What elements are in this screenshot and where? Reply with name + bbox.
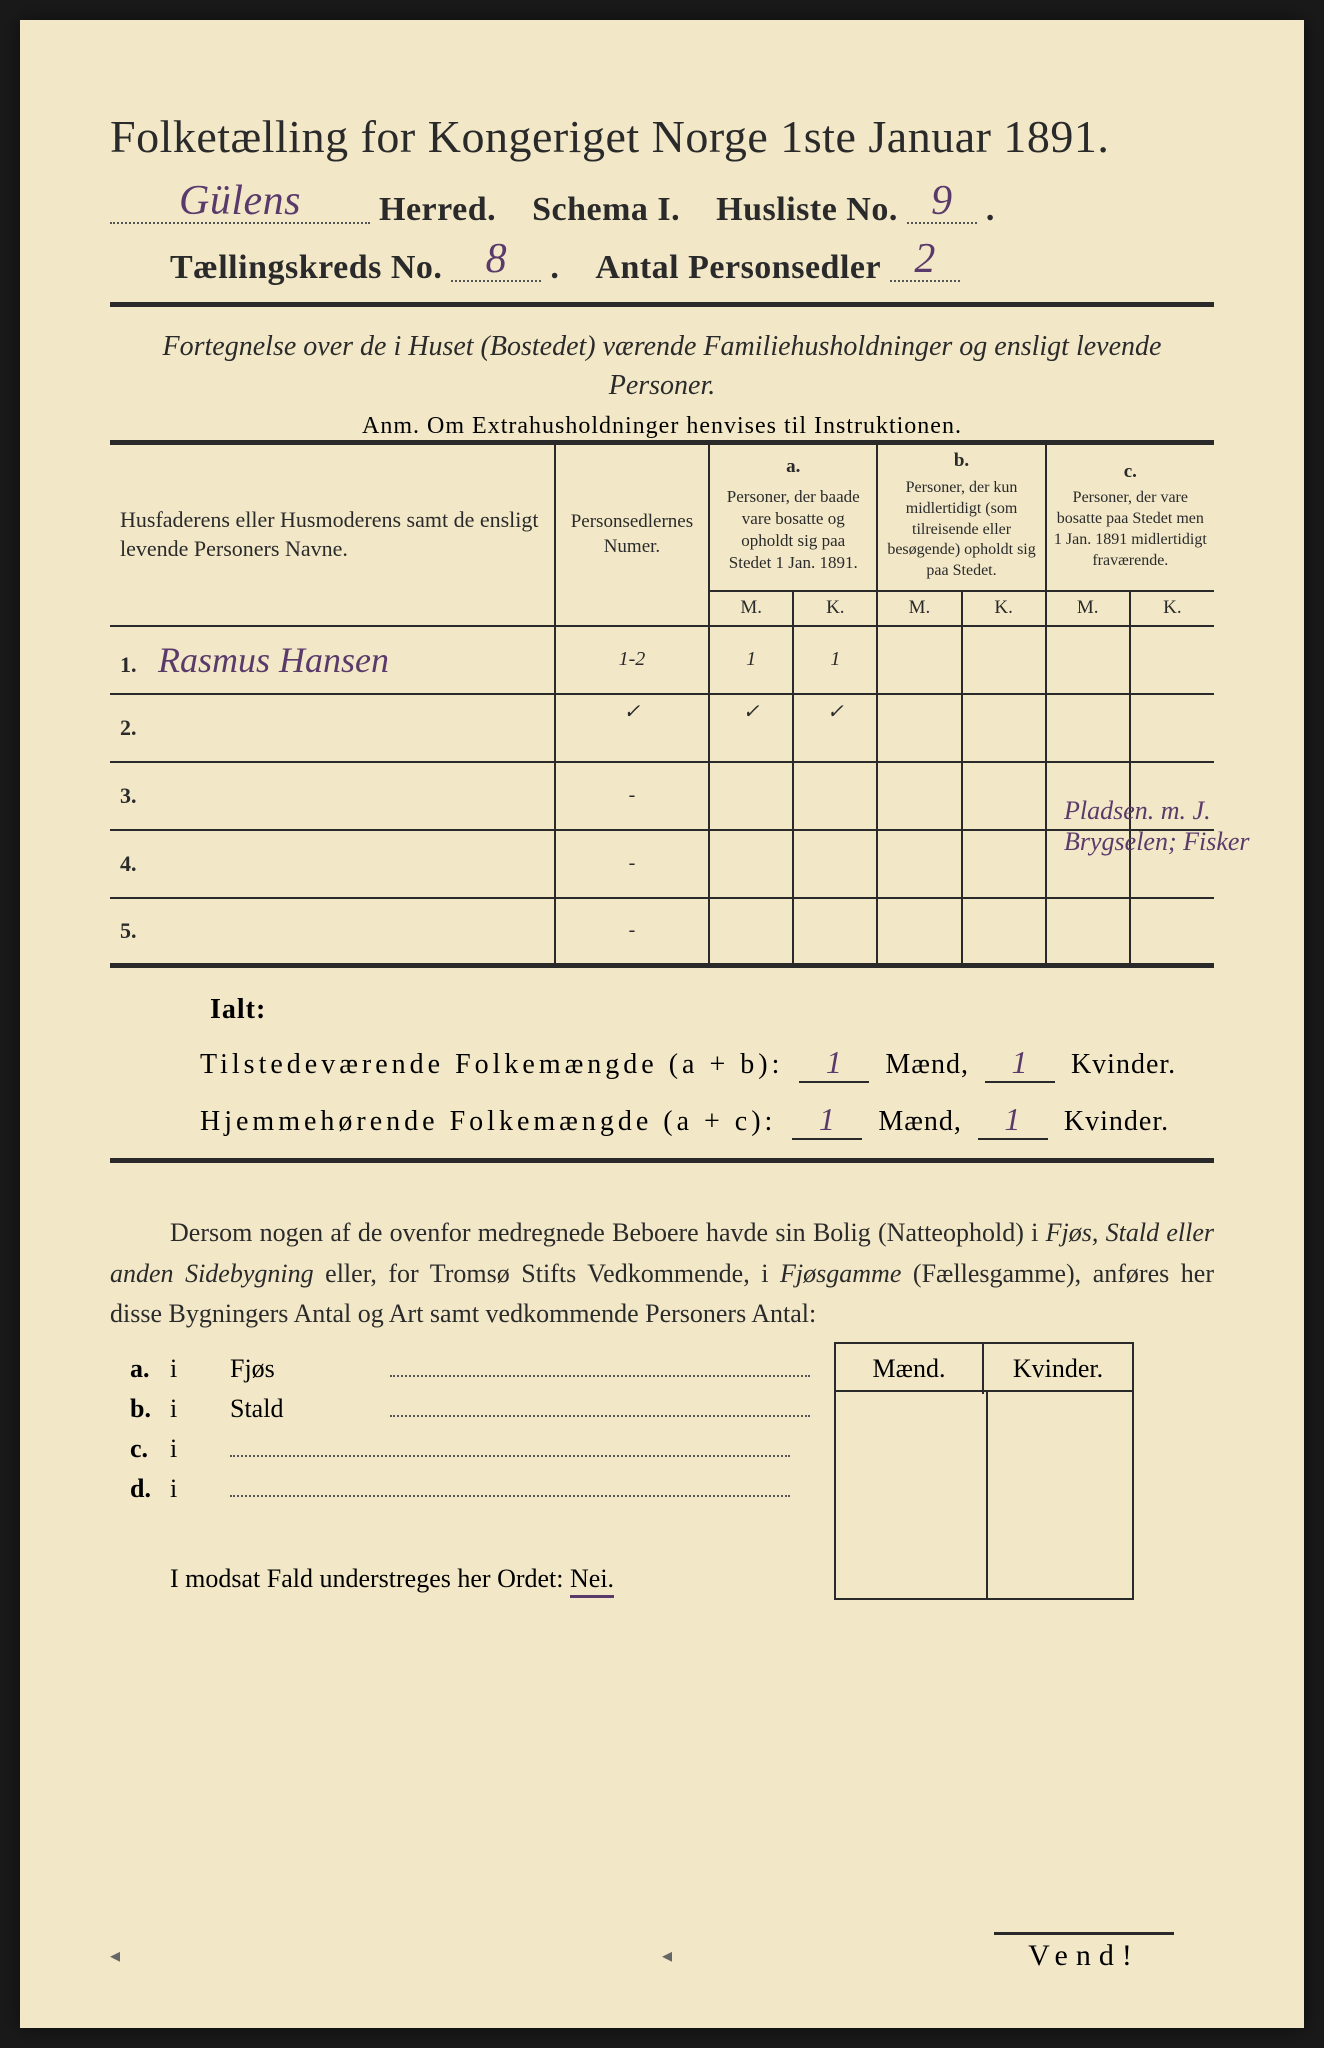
kreds-label: Tællingskreds No.: [170, 249, 442, 286]
herred-label: Herred.: [379, 191, 496, 228]
punch-mark-icon: ◂: [662, 1943, 672, 1968]
rule-1: [110, 302, 1214, 307]
husliste-value: 9: [931, 177, 953, 225]
husliste-label: Husliste No.: [716, 191, 898, 228]
dwelling-table: Mænd. Kvinder. a. i Fjøs b. i Stald c. i…: [110, 1354, 1214, 1504]
kreds-value: 8: [486, 235, 508, 283]
kreds-line: Tællingskreds No. 8 . Antal Personsedler…: [110, 241, 1214, 287]
dwelling-paragraph: Dersom nogen af de ovenfor medregnede Be…: [110, 1213, 1214, 1334]
rule-2: [110, 1158, 1214, 1163]
nei-word: Nei.: [570, 1564, 614, 1598]
col-c-header: c. Personer, der vare bosatte paa Stedet…: [1046, 443, 1214, 591]
punch-mark-icon: ◂: [110, 1943, 120, 1968]
vend-label: Vend!: [994, 1932, 1174, 1973]
tilstede-line: Tilstedeværende Folkemængde (a + b): 1 M…: [200, 1044, 1214, 1083]
schema-label: Schema I.: [532, 191, 680, 228]
col-a-m: M.: [709, 591, 793, 626]
col-a-k: K.: [793, 591, 877, 626]
census-table: Husfaderens eller Husmoderens samt de en…: [110, 440, 1214, 968]
herred-line: Gülens Herred. Schema I. Husliste No. 9 …: [110, 183, 1214, 229]
col-nums-header: Personsedlernes Numer.: [555, 443, 709, 626]
col-a-header: a. Personer, der baade vare bosatte og o…: [709, 443, 877, 591]
antal-value: 2: [914, 235, 936, 283]
fortegnelse-title: Fortegnelse over de i Huset (Bostedet) v…: [110, 327, 1214, 405]
col-b-header: b. Personer, der kun midlertidigt (som t…: [877, 443, 1045, 591]
entry-name: Rasmus Hansen: [158, 640, 389, 680]
hjemme-line: Hjemmehørende Folkemængde (a + c): 1 Mæn…: [200, 1101, 1214, 1140]
table-row: 3. -: [110, 762, 1214, 830]
census-form-page: Folketælling for Kongeriget Norge 1ste J…: [20, 20, 1304, 2028]
col-c-k: K.: [1130, 591, 1214, 626]
anm-note: Anm. Om Extrahusholdninger henvises til …: [110, 413, 1214, 440]
table-row: 5. -: [110, 898, 1214, 966]
col-c-m: M.: [1046, 591, 1130, 626]
main-title: Folketælling for Kongeriget Norge 1ste J…: [110, 110, 1214, 163]
antal-label: Antal Personsedler: [595, 249, 881, 286]
table-row: 2. ✓ ✓ ✓: [110, 694, 1214, 762]
herred-value: Gülens: [179, 177, 301, 225]
col-names-header: Husfaderens eller Husmoderens samt de en…: [110, 443, 555, 626]
mk-box: [834, 1390, 1134, 1600]
col-b-m: M.: [877, 591, 961, 626]
table-row: 4. -: [110, 830, 1214, 898]
ialt-label: Ialt:: [210, 994, 1214, 1026]
margin-annotation: Pladsen. m. J. Brygselen; Fisker: [1064, 795, 1264, 857]
totals-section: Ialt: Tilstedeværende Folkemængde (a + b…: [200, 994, 1214, 1140]
mk-header: Mænd. Kvinder.: [834, 1342, 1134, 1394]
table-row: 1.Rasmus Hansen 1-2 1 1: [110, 626, 1214, 694]
col-b-k: K.: [962, 591, 1046, 626]
